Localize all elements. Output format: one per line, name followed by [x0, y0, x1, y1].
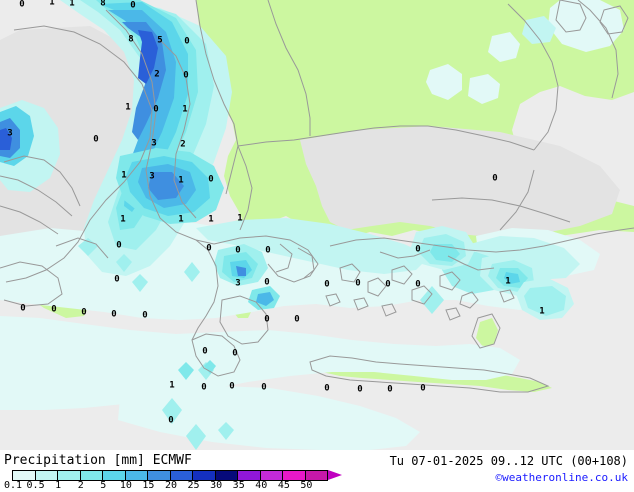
precip-value-label: 1 [178, 175, 184, 186]
colorbar-tick-35: 35 [232, 480, 245, 491]
colorbar-segment-0.1 [13, 471, 36, 480]
colorbar-tick-labels: 0.1 0.5 1 2 5 10 15 20 25 30 35 40 45 50 [0, 481, 350, 492]
precip-value-label: 1 [49, 0, 55, 8]
precip-value-label: 3 [7, 128, 13, 139]
colorbar-tick-1: 1 [55, 480, 62, 491]
precip-value-label: 0 [19, 0, 25, 10]
precip-value-label: 0 [357, 384, 363, 395]
precip-value-label: 0 [492, 173, 498, 184]
colorbar-tick-40: 40 [255, 480, 268, 491]
colorbar-tick-0.1: 0.1 [3, 480, 23, 491]
precip-value-label: 0 [294, 314, 300, 325]
colorbar-segment-10 [125, 471, 148, 480]
colorbar-tick-15: 15 [142, 480, 155, 491]
precip-value-label: 0 [355, 278, 361, 289]
precip-value-label: 3 [235, 278, 241, 289]
precip-value-label: 0 [201, 382, 207, 393]
colorbar-segment-5 [103, 471, 126, 480]
precip-value-label: 0 [232, 348, 238, 359]
colorbar-tick-45: 45 [277, 480, 290, 491]
colorbar-tick-50: 50 [300, 480, 313, 491]
precip-value-label: 0 [116, 240, 122, 251]
precipitation-colorbar[interactable] [12, 470, 328, 481]
colorbar-segment-0.5 [35, 471, 58, 480]
precip-value-label: 5 [157, 35, 163, 46]
colorbar-segment-25 [193, 471, 216, 480]
precip-value-label: 0 [130, 0, 136, 11]
precip-value-label: 0 [202, 346, 208, 357]
precip-value-label: 0 [264, 277, 270, 288]
precip-value-label: 0 [415, 244, 421, 255]
precip-value-label: 8 [128, 34, 134, 45]
colorbar-segment-40 [260, 471, 283, 480]
colorbar-segment-15 [148, 471, 171, 480]
colorbar-segment-35 [238, 471, 261, 480]
precip-value-label: 1 [169, 380, 175, 391]
precip-value-label: 0 [183, 70, 189, 81]
colorbar-tick-0.5: 0.5 [26, 480, 45, 491]
legend-title: Precipitation [mm] ECMWF [4, 453, 192, 468]
precip-value-label: 1 [178, 214, 184, 225]
credit-link[interactable]: ©weatheronline.co.uk [495, 471, 628, 484]
colorbar-segment-30 [215, 471, 238, 480]
colorbar-segment-50 [305, 471, 327, 480]
precip-value-label: 1 [182, 104, 188, 115]
map-footer: Precipitation [mm] ECMWF 0.1 0.5 1 2 5 10 15 20… [0, 450, 634, 492]
colorbar-wrapper [12, 470, 328, 481]
precip-value-label: 0 [324, 279, 330, 290]
colorbar-segment-2 [80, 471, 103, 480]
precip-value-label: 0 [93, 134, 99, 145]
precip-value-label: 1 [69, 0, 75, 9]
precip-value-label: 0 [142, 310, 148, 321]
precip-value-label: 0 [153, 104, 159, 115]
precip-value-label: 0 [111, 309, 117, 320]
precip-value-label: 1 [505, 276, 511, 287]
precip-value-label: 0 [385, 279, 391, 290]
precip-value-label: 1 [120, 214, 126, 225]
colorbar-tick-25: 25 [187, 480, 200, 491]
precip-value-label: 0 [420, 383, 426, 394]
colorbar-segment-20 [170, 471, 193, 480]
precip-value-label: 0 [235, 245, 241, 256]
precip-value-label: 2 [180, 139, 186, 150]
colorbar-overflow-arrow-icon [328, 470, 342, 480]
precipitation-map[interactable]: 0 1 8 0 1 8 5 0 2 0 3 1 0 1 3 2 0 1 3 1 0 1 1 1 1 0 0 0 0 0 0 0 0 0 1 0 0 0 0 0… [0, 0, 634, 450]
colorbar-tick-2: 2 [77, 480, 84, 491]
precip-value-label: 0 [168, 415, 174, 426]
precip-value-label: 1 [121, 170, 127, 181]
precip-value-label: 0 [81, 307, 87, 318]
precip-value-label: 0 [415, 279, 421, 290]
colorbar-tick-30: 30 [210, 480, 223, 491]
precip-value-label: 0 [264, 314, 270, 325]
precip-value-label: 3 [151, 138, 157, 149]
map-canvas [0, 0, 634, 450]
colorbar-segment-45 [283, 471, 306, 480]
precip-value-label: 0 [114, 274, 120, 285]
precip-value-label: 8 [100, 0, 106, 9]
precip-value-label: 1 [237, 213, 243, 224]
precip-value-label: 0 [387, 384, 393, 395]
precip-value-label: 0 [261, 382, 267, 393]
colorbar-tick-10: 10 [119, 480, 132, 491]
precip-value-label: 0 [208, 174, 214, 185]
precip-value-label: 1 [125, 102, 131, 113]
precip-value-label: 1 [539, 306, 545, 317]
colorbar-segment-1 [58, 471, 81, 480]
precip-value-label: 0 [51, 304, 57, 315]
precip-value-label: 3 [149, 171, 155, 182]
forecast-timestamp: Tu 07-01-2025 09..12 UTC (00+108) [389, 454, 628, 468]
precip-value-label: 0 [229, 381, 235, 392]
precip-value-label: 0 [20, 303, 26, 314]
precip-value-label: 0 [324, 383, 330, 394]
precip-value-label: 1 [208, 214, 214, 225]
colorbar-tick-20: 20 [164, 480, 178, 491]
colorbar-tick-5: 5 [100, 480, 107, 491]
precip-value-label: 0 [184, 36, 190, 47]
precip-value-label: 0 [265, 245, 271, 256]
precip-value-label: 0 [206, 243, 212, 254]
coastline-layer [0, 0, 634, 393]
precip-value-label: 2 [154, 69, 160, 80]
